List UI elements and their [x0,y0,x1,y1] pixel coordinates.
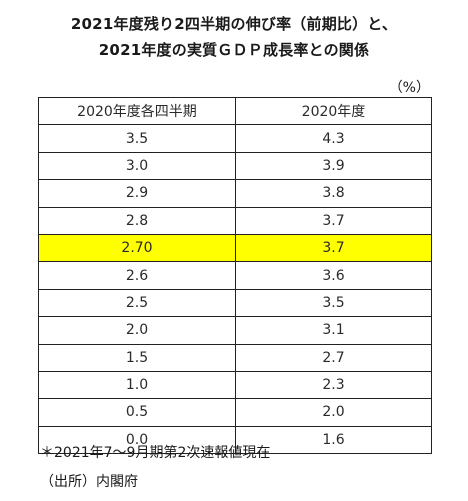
table-row: 1.5 2.7 [38,343,432,372]
table-row: 0.5 2.0 [38,398,432,427]
growth-rate-table: 2020年度各四半期 2020年度 3.5 4.3 3.0 3.9 2.9 3.… [38,96,432,455]
quarterly-rate-cell: 0.5 [38,398,236,427]
annual-rate-cell: 3.8 [235,179,432,208]
annual-rate-cell: 4.3 [235,124,432,153]
title-line-2: 2021年度の実質ＧＤＰ成長率との関係 [98,41,370,59]
source-note: （出所）内閣府 [40,474,138,490]
annual-rate-cell: 2.0 [235,398,432,427]
quarterly-rate-cell: 1.5 [38,343,236,372]
quarterly-rate-cell: 2.70 [38,233,236,263]
quarterly-rate-cell: 3.5 [38,124,236,153]
table-row: 3.5 4.3 [38,124,432,153]
table-row: 3.0 3.9 [38,151,432,181]
quarterly-rate-cell: 2.6 [38,261,236,290]
quarterly-rate-cell: 0.0 [38,425,236,455]
footnote: ＊2021年7～9月期第2次速報値現在 [40,445,271,461]
table-row: 2.5 3.5 [38,288,432,318]
table-row: 2.8 3.7 [38,206,432,235]
annual-rate-cell: 3.1 [235,316,432,345]
quarterly-rate-cell: 2.8 [38,206,236,235]
title-line-1: 2021年度残り2四半期の伸び率（前期比）と、 [70,15,398,33]
annual-rate-cell: 3.9 [235,151,432,181]
annual-rate-cell: 3.7 [235,233,432,263]
table-row: 1.0 2.3 [38,370,432,400]
table-row: 2.9 3.8 [38,179,432,208]
annual-rate-cell: 3.6 [235,261,432,290]
header-fiscal-year: 2020年度 [235,96,432,126]
quarterly-rate-cell: 3.0 [38,151,236,181]
quarterly-rate-cell: 2.0 [38,316,236,345]
annual-rate-cell: 2.3 [235,370,432,400]
annual-rate-cell: 3.5 [235,288,432,318]
quarterly-rate-cell: 2.9 [38,179,236,208]
header-quarterly: 2020年度各四半期 [38,96,236,126]
table-row: 0.0 1.6 [38,425,432,455]
annual-rate-cell: 2.7 [235,343,432,372]
highlighted-table-row: 2.70 3.7 [38,233,432,263]
quarterly-rate-cell: 2.5 [38,288,236,318]
table-row: 2.6 3.6 [38,261,432,290]
unit-label: （%） [388,80,430,96]
table-row: 2.0 3.1 [38,316,432,345]
quarterly-rate-cell: 1.0 [38,370,236,400]
annual-rate-cell: 3.7 [235,206,432,235]
table-header-row: 2020年度各四半期 2020年度 [38,96,432,126]
annual-rate-cell: 1.6 [235,425,432,455]
